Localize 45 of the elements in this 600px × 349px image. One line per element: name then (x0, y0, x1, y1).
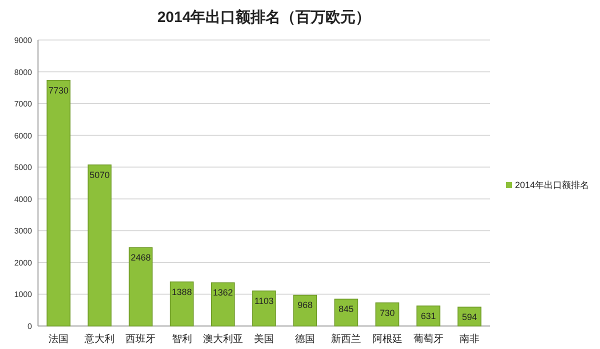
bar (458, 306, 482, 326)
y-tick-label: 1000 (14, 290, 33, 300)
y-tick-label: 0 (28, 322, 33, 331)
x-tick-label: 葡萄牙 (413, 333, 444, 345)
y-tick-label: 4000 (14, 194, 33, 204)
y-tick-label: 5000 (14, 163, 33, 172)
x-tick-label: 新西兰 (331, 333, 362, 345)
data-label: 2468 (130, 252, 151, 263)
bar (88, 164, 112, 326)
data-label: 5070 (90, 170, 110, 180)
y-tick-label: 3000 (14, 226, 33, 236)
x-tick-label: 法国 (48, 333, 69, 345)
data-label: 631 (420, 310, 436, 321)
data-label: 1103 (254, 296, 274, 306)
data-label: 968 (298, 300, 313, 310)
bar (334, 298, 358, 326)
data-label: 1362 (212, 288, 233, 298)
y-tick-label: 2000 (14, 258, 33, 268)
data-label: 594 (462, 312, 477, 322)
y-tick-label: 8000 (14, 68, 33, 77)
bar (46, 80, 70, 326)
bar (375, 302, 400, 326)
y-tick-label: 7000 (14, 100, 33, 109)
bar (128, 247, 153, 326)
x-tick-label: 美国 (254, 333, 274, 345)
data-label: 7730 (48, 85, 69, 96)
x-tick-label: 智利 (172, 333, 192, 345)
x-tick-label: 西班牙 (126, 333, 156, 345)
chart-title: 2014年出口额排名（百万欧元） (157, 8, 371, 26)
x-tick-label: 德国 (295, 334, 316, 345)
data-label: 730 (380, 308, 395, 318)
x-tick-label: 意大利 (84, 333, 115, 345)
data-label: 845 (338, 304, 354, 314)
data-label: 1388 (172, 286, 192, 297)
x-tick-label: 阿根廷 (372, 333, 402, 345)
bar (416, 306, 440, 326)
y-tick-label: 6000 (14, 131, 33, 140)
bar (170, 281, 194, 326)
bar (252, 290, 276, 326)
legend-label: 2014年出口额排名 (515, 180, 590, 190)
x-tick-label: 南非 (459, 333, 480, 345)
bar (211, 282, 235, 326)
bar (293, 294, 317, 326)
x-tick-label: 澳大利亚 (202, 333, 243, 345)
y-tick-label: 9000 (14, 36, 33, 45)
